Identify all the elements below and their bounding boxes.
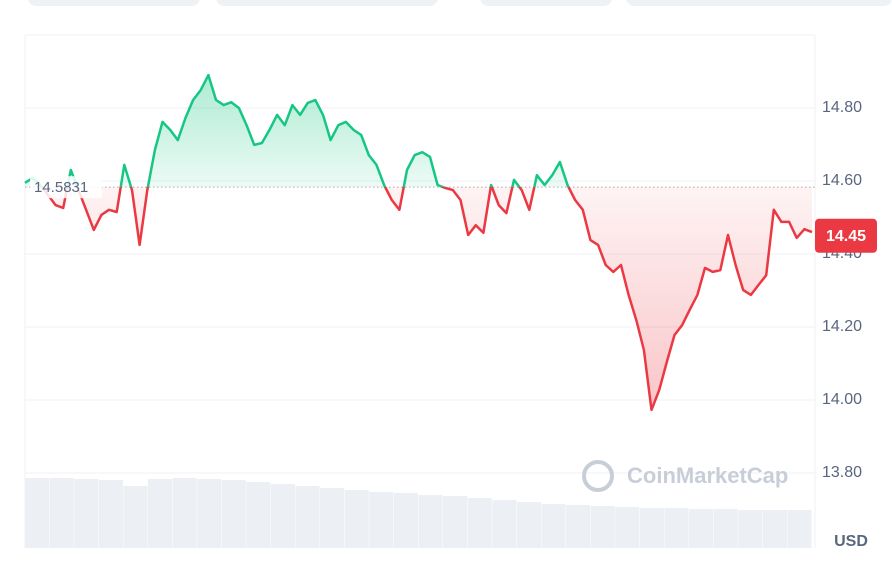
volume-bar	[320, 488, 345, 548]
tab-button[interactable]	[28, 0, 200, 6]
volume-bar	[295, 486, 320, 548]
volume-bar	[443, 496, 468, 548]
y-tick-label: 14.80	[822, 99, 862, 116]
watermark-text: CoinMarketCap	[627, 463, 788, 488]
tab-button[interactable]	[626, 0, 892, 6]
baseline-label-bg	[30, 176, 102, 199]
volume-bar	[639, 508, 664, 548]
volume-bar	[615, 507, 640, 548]
currency-label: USD	[834, 533, 868, 550]
volume-bar	[123, 486, 148, 548]
price-area	[25, 75, 812, 410]
volume-bar	[467, 498, 492, 548]
volume-bar	[74, 479, 99, 548]
y-tick-label: 13.80	[822, 464, 862, 481]
volume-bar	[393, 493, 418, 548]
y-tick-label: 14.00	[822, 391, 862, 408]
volume-bar	[713, 509, 738, 548]
volume-bar	[369, 492, 394, 548]
volume-bar	[590, 506, 615, 548]
current-price-label: 14.45	[826, 228, 866, 245]
price-line	[24, 73, 813, 412]
current-price-tag	[815, 218, 877, 253]
volume-bar	[492, 500, 517, 548]
tab-button[interactable]	[480, 0, 612, 6]
volume-bar	[172, 478, 197, 548]
volume-bar	[787, 510, 812, 548]
tab-button[interactable]	[216, 0, 438, 6]
volume-bar	[49, 478, 74, 548]
volume-bar	[344, 490, 369, 548]
volume-bar	[566, 505, 591, 548]
watermark-logo	[582, 460, 614, 492]
volume-bar	[762, 510, 787, 548]
watermark: CoinMarketCap	[582, 460, 788, 492]
volume-bar	[418, 495, 443, 548]
y-tick-label: 14.20	[822, 318, 862, 335]
volume-bar	[147, 479, 173, 548]
y-tick-label: 14.60	[822, 172, 862, 189]
volume-bar	[689, 509, 714, 548]
volume-bar	[246, 482, 271, 548]
volume-bar	[664, 508, 689, 548]
baseline-label: 14.5831	[34, 179, 88, 196]
grid	[25, 107, 815, 474]
volume-bar	[221, 480, 246, 548]
top-buttons	[28, 0, 892, 6]
volume-bar	[738, 510, 763, 548]
volume-bar	[197, 479, 222, 548]
volume-bars	[25, 478, 812, 548]
volume-bar	[541, 504, 566, 548]
volume-bar	[516, 502, 541, 548]
volume-bar	[270, 484, 296, 548]
volume-bar	[98, 480, 123, 548]
volume-bar	[25, 478, 50, 548]
plot: 14.5831	[24, 73, 815, 412]
